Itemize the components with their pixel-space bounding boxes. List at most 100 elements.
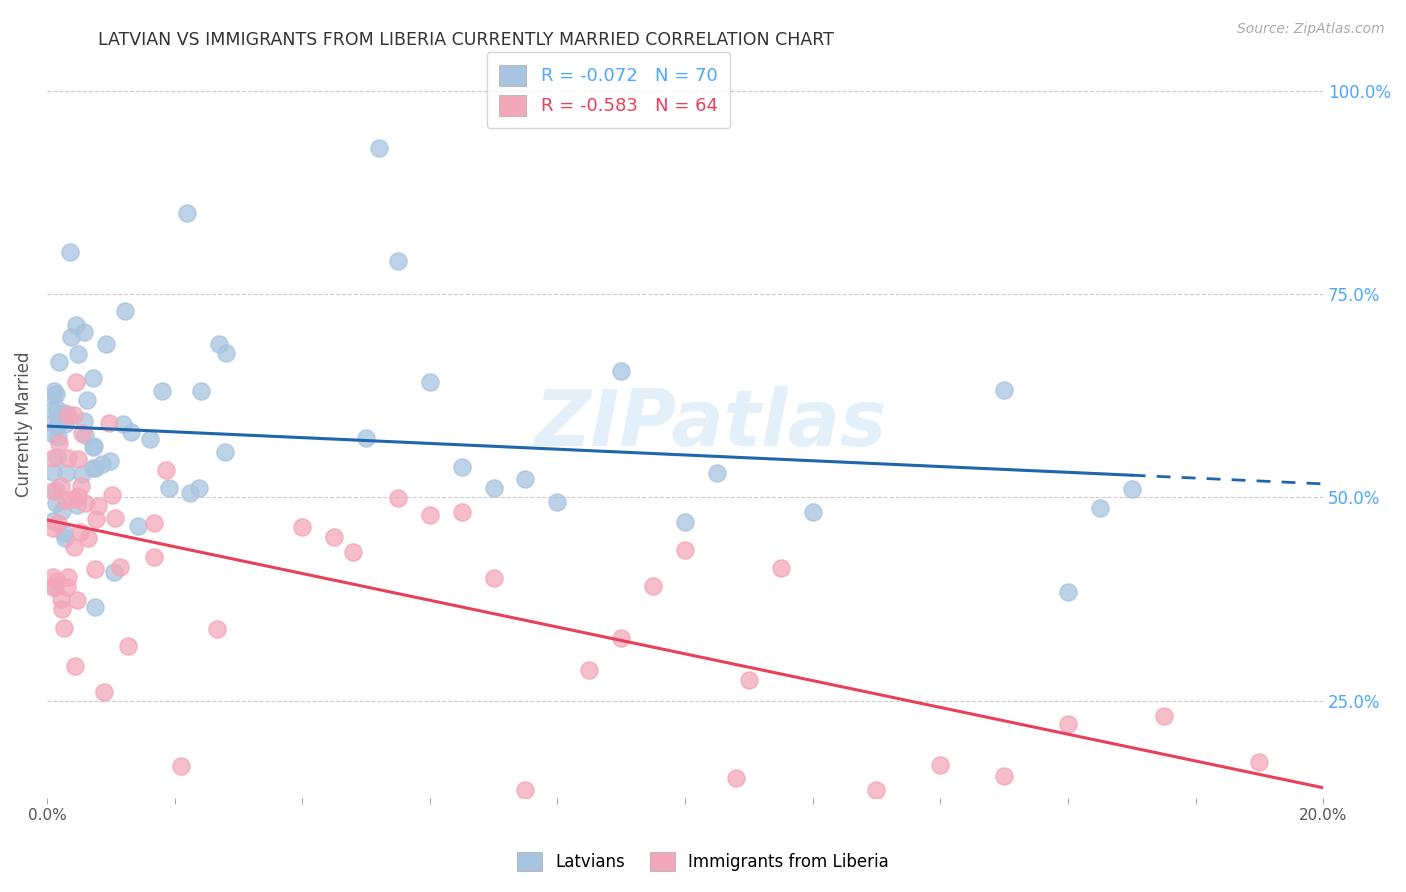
Point: [42, 427, 65, 442]
Point: [610, 632, 633, 646]
Point: [143, 516, 166, 531]
Point: [515, 472, 537, 486]
Point: [170, 759, 193, 773]
Point: [56, 409, 79, 423]
Y-axis label: Currently Married: Currently Married: [15, 351, 32, 497]
Point: [725, 771, 748, 785]
Point: [51, 602, 73, 616]
Point: [42, 402, 65, 417]
Point: [94, 337, 117, 351]
Point: [42, 465, 65, 479]
Point: [108, 560, 131, 574]
Point: [179, 486, 201, 500]
Point: [55, 531, 77, 545]
Point: [1153, 709, 1175, 723]
Point: [65, 498, 87, 512]
Point: [83, 562, 105, 576]
Point: [51, 503, 73, 517]
Point: [73, 326, 96, 340]
Point: [42, 484, 65, 499]
Point: [42, 521, 65, 535]
Point: [291, 520, 314, 534]
Point: [73, 496, 96, 510]
Point: [63, 540, 86, 554]
Point: [59, 330, 82, 344]
Point: [66, 593, 89, 607]
Point: [66, 347, 89, 361]
Point: [46, 574, 69, 588]
Point: [610, 364, 633, 378]
Point: [42, 514, 65, 528]
Point: [72, 426, 94, 441]
Point: [62, 408, 84, 422]
Point: [114, 304, 136, 318]
Point: [53, 417, 76, 431]
Point: [46, 516, 69, 530]
Point: [63, 659, 86, 673]
Point: [83, 461, 105, 475]
Point: [387, 254, 409, 268]
Point: [42, 570, 65, 584]
Point: [70, 467, 93, 482]
Point: [73, 413, 96, 427]
Point: [1088, 500, 1111, 515]
Point: [52, 622, 75, 636]
Text: LATVIAN VS IMMIGRANTS FROM LIBERIA CURRENTLY MARRIED CORRELATION CHART: LATVIAN VS IMMIGRANTS FROM LIBERIA CURRE…: [98, 31, 834, 49]
Point: [578, 663, 600, 677]
Point: [190, 384, 212, 399]
Point: [98, 454, 121, 468]
Point: [103, 511, 125, 525]
Point: [49, 479, 72, 493]
Legend: R = -0.072   N = 70, R = -0.583   N = 64: R = -0.072 N = 70, R = -0.583 N = 64: [486, 53, 730, 128]
Point: [82, 370, 104, 384]
Point: [120, 425, 142, 439]
Point: [450, 460, 472, 475]
Point: [101, 488, 124, 502]
Point: [55, 492, 77, 507]
Point: [62, 491, 84, 506]
Point: [82, 461, 104, 475]
Point: [117, 639, 139, 653]
Point: [55, 406, 77, 420]
Point: [45, 496, 67, 510]
Point: [73, 428, 96, 442]
Point: [48, 436, 70, 450]
Point: [993, 769, 1015, 783]
Point: [482, 481, 505, 495]
Legend: Latvians, Immigrants from Liberia: Latvians, Immigrants from Liberia: [509, 843, 897, 880]
Point: [1057, 717, 1080, 731]
Point: [46, 450, 69, 464]
Point: [214, 445, 236, 459]
Point: [150, 384, 173, 398]
Point: [42, 388, 65, 402]
Point: [215, 345, 238, 359]
Point: [86, 499, 108, 513]
Point: [1121, 482, 1143, 496]
Point: [354, 431, 377, 445]
Point: [65, 375, 87, 389]
Point: [929, 757, 952, 772]
Point: [865, 783, 887, 797]
Point: [706, 466, 728, 480]
Point: [44, 580, 66, 594]
Point: [515, 783, 537, 797]
Point: [769, 561, 792, 575]
Point: [51, 592, 73, 607]
Point: [77, 531, 100, 545]
Point: [127, 519, 149, 533]
Point: [143, 550, 166, 565]
Point: [1249, 755, 1271, 769]
Point: [76, 392, 98, 407]
Point: [66, 489, 89, 503]
Point: [367, 141, 389, 155]
Point: [83, 439, 105, 453]
Point: [56, 580, 79, 594]
Point: [42, 580, 65, 594]
Point: [207, 622, 229, 636]
Point: [738, 673, 761, 688]
Point: [450, 505, 472, 519]
Point: [93, 684, 115, 698]
Point: [643, 579, 665, 593]
Point: [342, 545, 364, 559]
Text: Source: ZipAtlas.com: Source: ZipAtlas.com: [1237, 22, 1385, 37]
